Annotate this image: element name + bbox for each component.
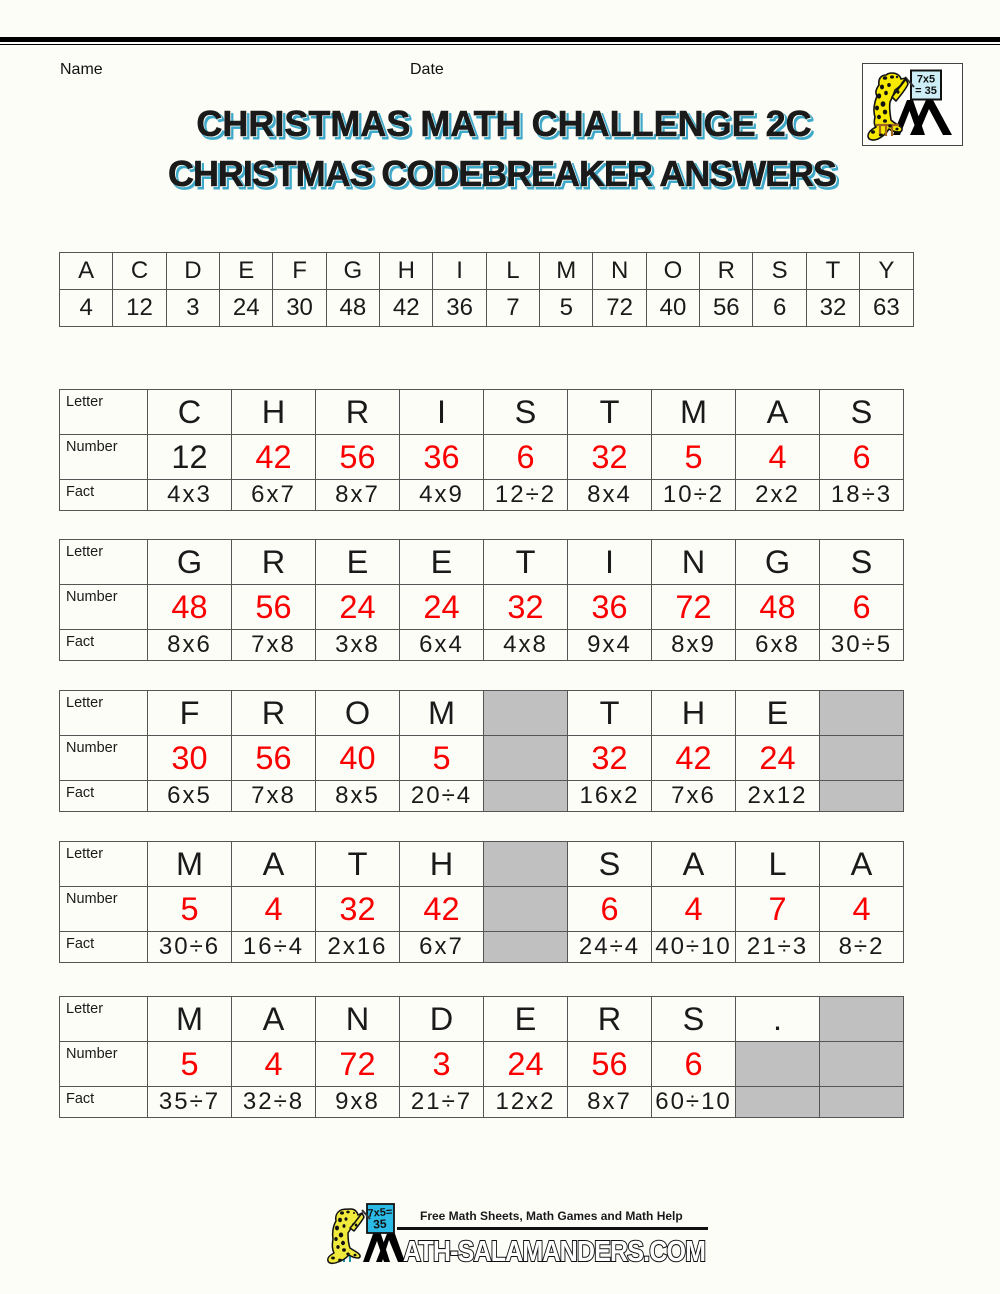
- svg-text:ATH-SALAMANDERS.COM: ATH-SALAMANDERS.COM: [403, 1234, 705, 1267]
- svg-text:= 35: = 35: [915, 85, 937, 97]
- svg-text:7x5=: 7x5=: [367, 1206, 393, 1220]
- svg-text:35: 35: [373, 1217, 388, 1232]
- svg-text:7x5: 7x5: [917, 74, 935, 86]
